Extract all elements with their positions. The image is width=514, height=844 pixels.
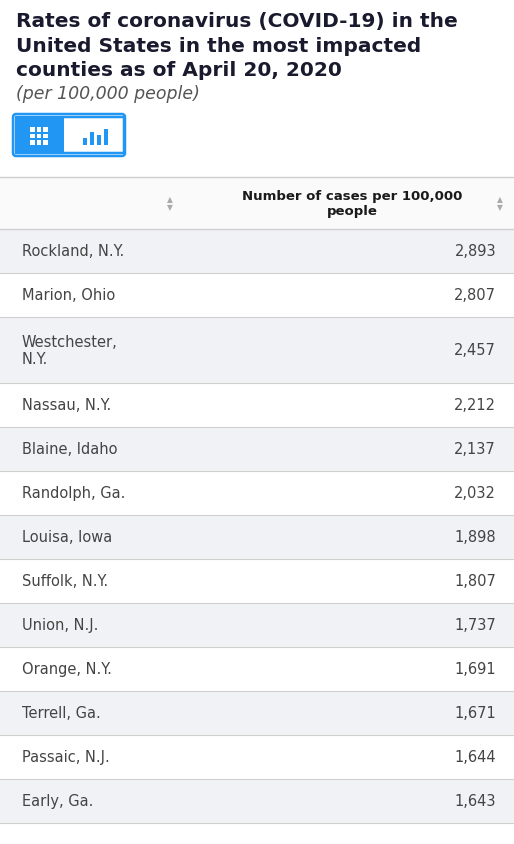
Text: Blaine, Idaho: Blaine, Idaho: [22, 442, 118, 457]
Text: Westchester,
N.Y.: Westchester, N.Y.: [22, 334, 118, 367]
Bar: [90, 133, 94, 146]
FancyBboxPatch shape: [16, 118, 64, 154]
Bar: [0, 273, 514, 317]
Bar: [43, 141, 48, 145]
Bar: [97, 136, 101, 146]
Text: 1,644: 1,644: [454, 749, 496, 765]
Bar: [83, 138, 87, 146]
Bar: [0, 472, 514, 516]
Bar: [0, 383, 514, 428]
Text: (per 100,000 people): (per 100,000 people): [16, 85, 200, 103]
Bar: [43, 128, 48, 133]
Text: Nassau, N.Y.: Nassau, N.Y.: [22, 398, 111, 413]
Text: Marion, Ohio: Marion, Ohio: [22, 288, 115, 303]
Text: ▲: ▲: [167, 195, 173, 204]
Bar: [0, 230, 514, 273]
Text: Suffolk, N.Y.: Suffolk, N.Y.: [22, 574, 108, 589]
Text: Louisa, Iowa: Louisa, Iowa: [22, 530, 112, 545]
Text: 2,137: 2,137: [454, 442, 496, 457]
Text: 1,671: 1,671: [454, 706, 496, 721]
Text: Orange, N.Y.: Orange, N.Y.: [22, 662, 112, 677]
Bar: [0, 603, 514, 647]
Text: ▼: ▼: [167, 203, 173, 212]
Text: ▲: ▲: [497, 195, 503, 204]
Text: ▼: ▼: [497, 203, 503, 212]
Bar: [30, 134, 35, 139]
FancyBboxPatch shape: [16, 118, 124, 154]
Text: 2,032: 2,032: [454, 486, 496, 500]
Bar: [0, 516, 514, 560]
Bar: [43, 134, 48, 139]
Text: Rockland, N.Y.: Rockland, N.Y.: [22, 244, 124, 259]
Text: 2,212: 2,212: [454, 398, 496, 413]
Text: 2,807: 2,807: [454, 288, 496, 303]
Text: Number of cases per 100,000
people: Number of cases per 100,000 people: [242, 190, 462, 218]
Text: Terrell, Ga.: Terrell, Ga.: [22, 706, 101, 721]
Bar: [0, 691, 514, 735]
Text: 1,643: 1,643: [454, 793, 496, 809]
Bar: [104, 130, 108, 146]
Text: Early, Ga.: Early, Ga.: [22, 793, 94, 809]
Text: Passaic, N.J.: Passaic, N.J.: [22, 749, 110, 765]
Text: 2,457: 2,457: [454, 344, 496, 358]
Bar: [36, 134, 41, 139]
Text: 1,737: 1,737: [454, 618, 496, 633]
Bar: [0, 428, 514, 472]
Text: Randolph, Ga.: Randolph, Ga.: [22, 486, 125, 500]
Bar: [36, 141, 41, 145]
Bar: [36, 128, 41, 133]
Bar: [0, 779, 514, 823]
Bar: [0, 317, 514, 383]
Bar: [0, 178, 514, 230]
Bar: [0, 647, 514, 691]
Bar: [30, 141, 35, 145]
Text: 1,898: 1,898: [454, 530, 496, 545]
Text: Union, N.J.: Union, N.J.: [22, 618, 98, 633]
Bar: [30, 128, 35, 133]
Text: 1,807: 1,807: [454, 574, 496, 589]
Text: 1,691: 1,691: [454, 662, 496, 677]
Bar: [0, 560, 514, 603]
Bar: [0, 735, 514, 779]
Text: 2,893: 2,893: [454, 244, 496, 259]
Text: Rates of coronavirus (COVID-19) in the
United States in the most impacted
counti: Rates of coronavirus (COVID-19) in the U…: [16, 12, 458, 80]
